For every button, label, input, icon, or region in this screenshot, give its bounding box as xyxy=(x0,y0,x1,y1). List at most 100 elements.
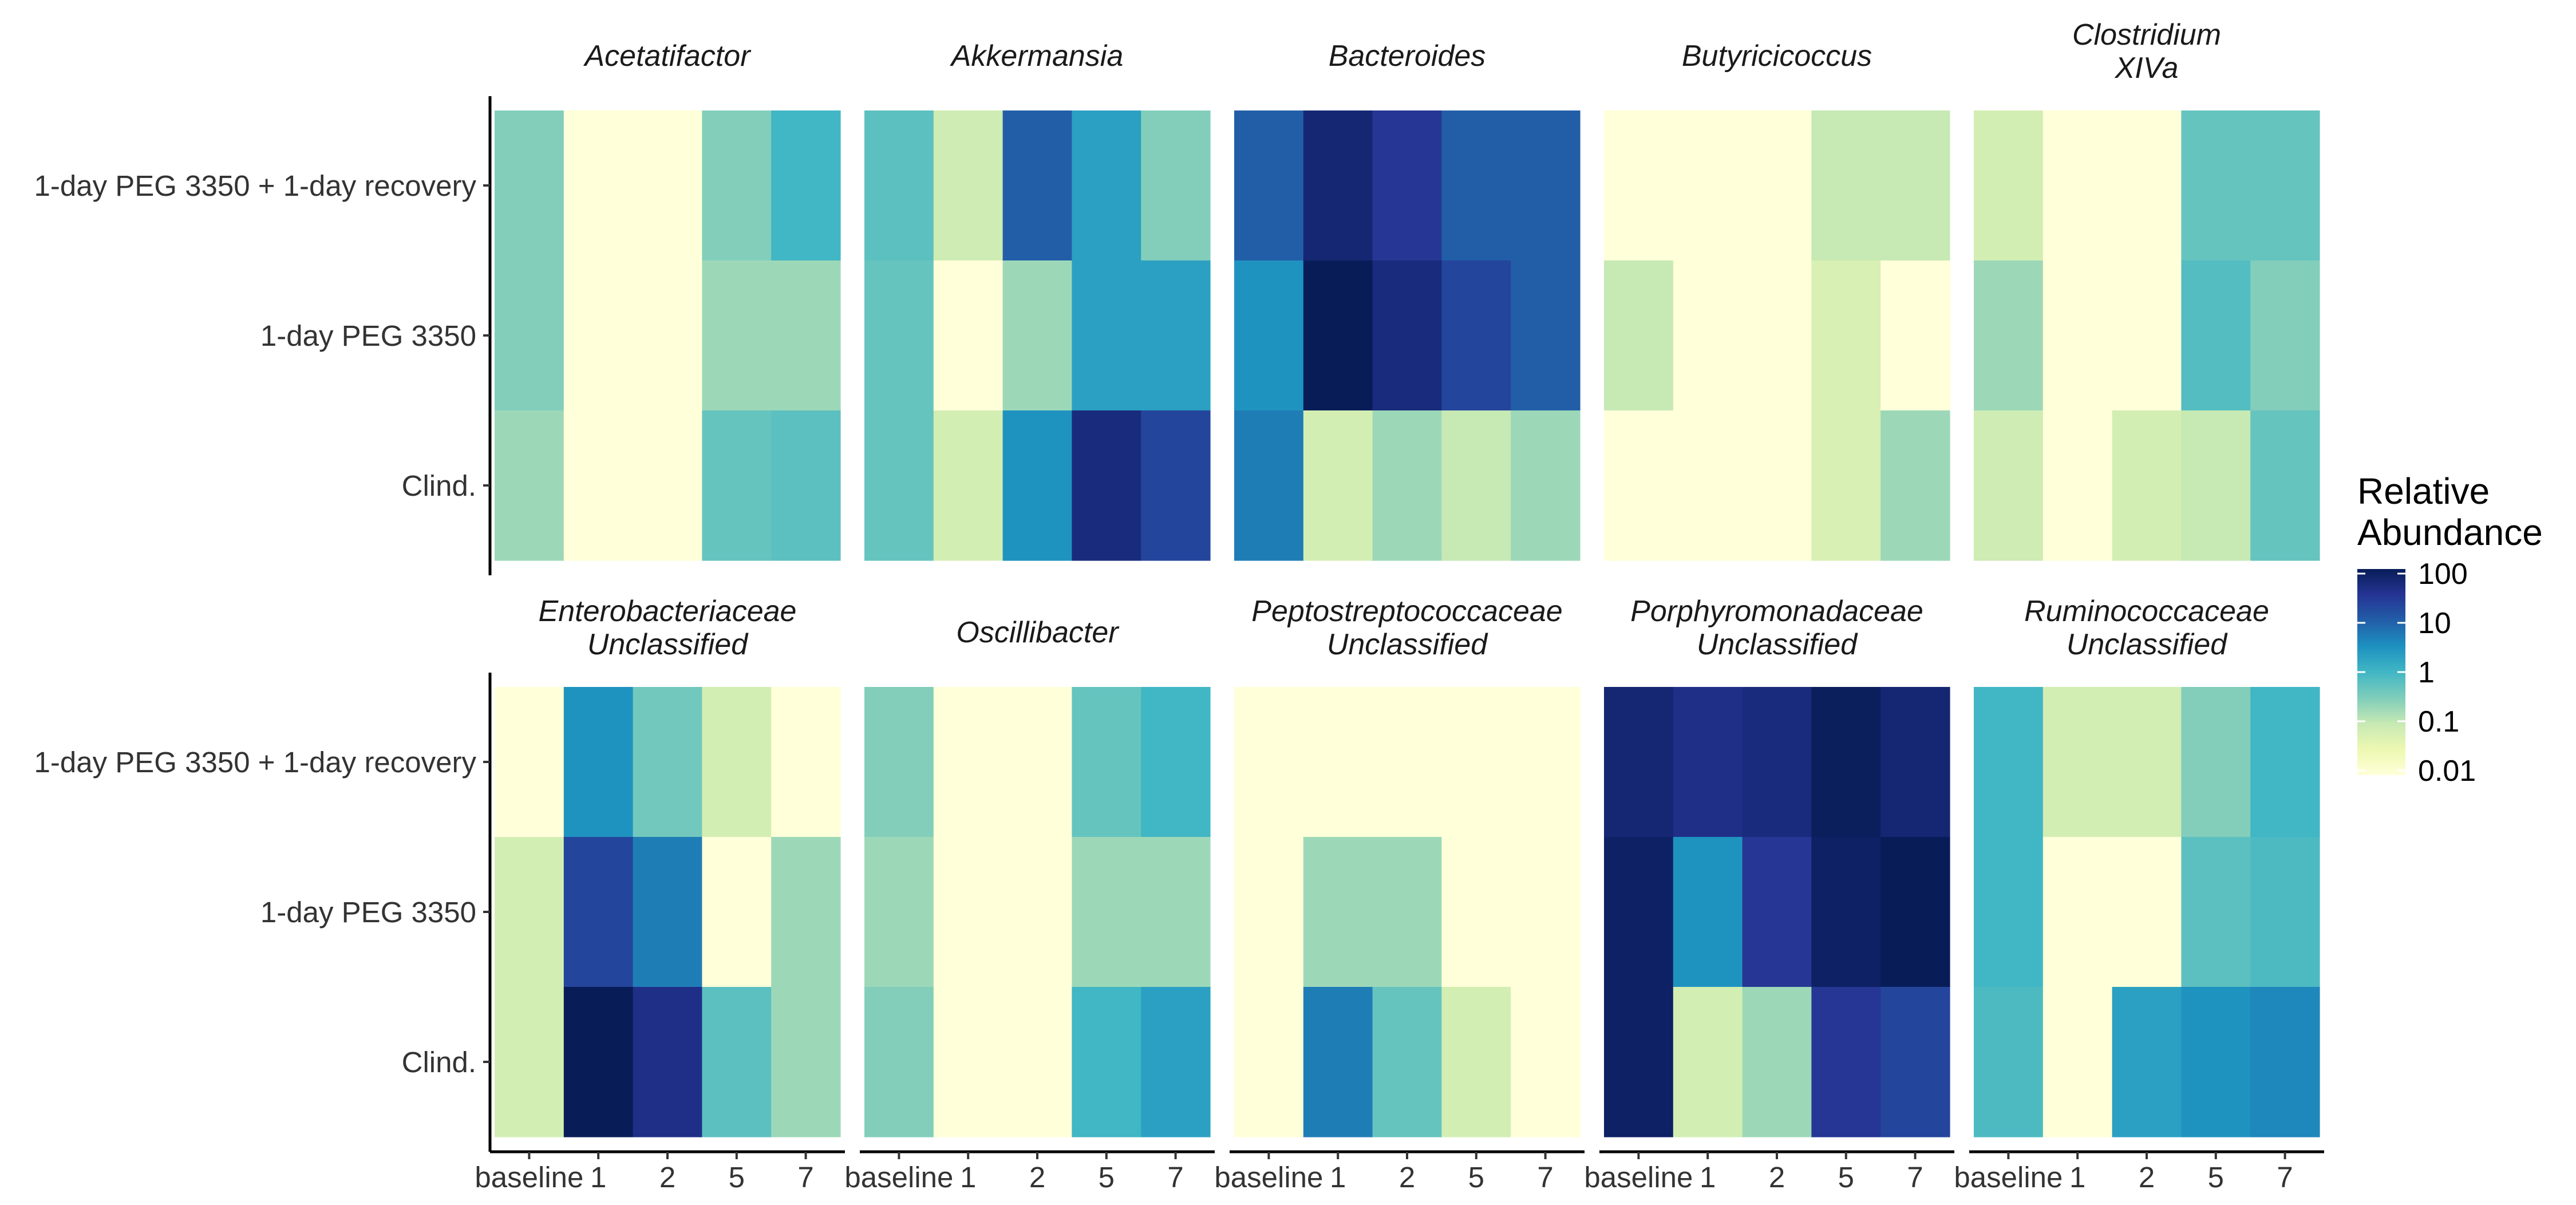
heatmap-cell xyxy=(2250,987,2320,1137)
facet-title-10-line-2: Unclassified xyxy=(2067,628,2228,661)
heatmap-cell xyxy=(1742,987,1812,1137)
heatmap-cell xyxy=(1303,260,1373,411)
heatmap-cell xyxy=(633,687,702,837)
heatmap-cell xyxy=(1141,260,1211,411)
x-tick-label: 1 xyxy=(2069,1161,2085,1194)
heatmap-cell xyxy=(563,110,634,261)
heatmap-cell xyxy=(563,987,634,1137)
x-tick-label: baseline xyxy=(1214,1161,1323,1194)
x-tick-label: 5 xyxy=(1099,1161,1115,1194)
heatmap-cell xyxy=(1880,110,1950,261)
heatmap-cell xyxy=(1511,410,1581,561)
x-tick-label: baseline xyxy=(844,1161,953,1194)
heatmap-cell xyxy=(1002,987,1072,1137)
heatmap-cell xyxy=(1604,837,1674,987)
heatmap-cell xyxy=(2250,687,2320,837)
heatmap-cell xyxy=(1604,687,1674,837)
legend-tick-label: 10 xyxy=(2418,607,2451,640)
heatmap-cell xyxy=(1511,260,1581,411)
heatmap-cell xyxy=(1604,410,1674,561)
heatmap-cell xyxy=(1673,687,1743,837)
x-tick-label: 2 xyxy=(1029,1161,1045,1194)
x-tick-label: 5 xyxy=(1838,1161,1854,1194)
facet-title-1-line-1: Acetatifactor xyxy=(583,39,752,73)
heatmap-cell xyxy=(1742,410,1812,561)
heatmap-cell xyxy=(864,110,934,261)
facet-title-7-line-1: Oscillibacter xyxy=(956,616,1120,649)
heatmap-cell xyxy=(1880,260,1950,411)
heatmap-cell xyxy=(1372,837,1442,987)
legend-tick-label: 0.1 xyxy=(2418,705,2459,738)
heatmap-cell xyxy=(2250,260,2320,411)
heatmap-cell xyxy=(1141,687,1211,837)
legend-title-line-2: Abundance xyxy=(2357,512,2543,553)
heatmap-cell xyxy=(1974,987,2044,1137)
heatmap-cell xyxy=(933,987,1003,1137)
heatmap-cell xyxy=(1673,110,1743,261)
heatmap-cell xyxy=(771,987,841,1137)
heatmap-cell xyxy=(1372,410,1442,561)
heatmap-cell xyxy=(1141,987,1211,1137)
heatmap-cell xyxy=(864,260,934,411)
heatmap-cell xyxy=(771,837,841,987)
heatmap-cell xyxy=(1511,687,1581,837)
heatmap-cell xyxy=(771,410,841,561)
legend-title-line-1: Relative xyxy=(2357,471,2490,512)
facet-title-9-line-1: Porphyromonadaceae xyxy=(1630,595,1923,628)
heatmap-cell xyxy=(1811,987,1881,1137)
heatmap-cell xyxy=(933,410,1003,561)
heatmap-cell xyxy=(1141,410,1211,561)
facet-title-8-line-1: Peptostreptococcaceae xyxy=(1251,595,1562,628)
x-tick-label: 5 xyxy=(1468,1161,1484,1194)
heatmap-cell xyxy=(2112,987,2182,1137)
heatmap-cell xyxy=(2112,260,2182,411)
heatmap-cell xyxy=(1511,837,1581,987)
heatmap-cell xyxy=(864,687,934,837)
heatmap-cell xyxy=(2112,837,2182,987)
heatmap-cell xyxy=(1441,987,1511,1137)
heatmap-cell xyxy=(1234,837,1304,987)
x-tick-label: 1 xyxy=(960,1161,976,1194)
heatmap-cell xyxy=(1072,837,1141,987)
x-tick-label: 2 xyxy=(2139,1161,2155,1194)
heatmap-cell xyxy=(1811,837,1881,987)
heatmap-cell xyxy=(1441,260,1511,411)
heatmap-cell xyxy=(702,837,772,987)
heatmap-cell xyxy=(1072,687,1141,837)
heatmap-cell xyxy=(633,837,702,987)
heatmap-cell xyxy=(1303,837,1373,987)
y-tick-label: Clind. xyxy=(402,1046,476,1078)
heatmap-cell xyxy=(495,687,564,837)
heatmap-cell xyxy=(1604,987,1674,1137)
heatmap-cell xyxy=(495,837,564,987)
heatmap-cell xyxy=(1673,410,1743,561)
heatmap-cell xyxy=(495,987,564,1137)
heatmap-cell xyxy=(1880,410,1950,561)
heatmap-cell xyxy=(2181,260,2251,411)
heatmap-cell xyxy=(1673,260,1743,411)
heatmap-cell xyxy=(1811,687,1881,837)
x-tick-label: baseline xyxy=(475,1161,583,1194)
y-tick-label: Clind. xyxy=(402,469,476,502)
heatmap-cell xyxy=(702,687,772,837)
heatmap-cell xyxy=(2112,687,2182,837)
heatmap-cell xyxy=(563,410,634,561)
heatmap-cell xyxy=(1880,687,1950,837)
heatmap-cell xyxy=(633,410,702,561)
heatmap-cell xyxy=(864,410,934,561)
heatmap-cell xyxy=(1673,987,1743,1137)
heatmap-cell xyxy=(1880,837,1950,987)
heatmap-cell xyxy=(771,687,841,837)
heatmap-cell xyxy=(1441,837,1511,987)
heatmap-cell xyxy=(633,110,702,261)
heatmap-cell xyxy=(495,410,564,561)
heatmap-cell xyxy=(2042,110,2113,261)
heatmap-cell xyxy=(1974,260,2044,411)
x-tick-label: 7 xyxy=(1907,1161,1923,1194)
heatmap-cell xyxy=(1002,110,1072,261)
heatmap-cell xyxy=(1141,837,1211,987)
heatmap-cell xyxy=(1303,987,1373,1137)
heatmap-cell xyxy=(1372,987,1442,1137)
